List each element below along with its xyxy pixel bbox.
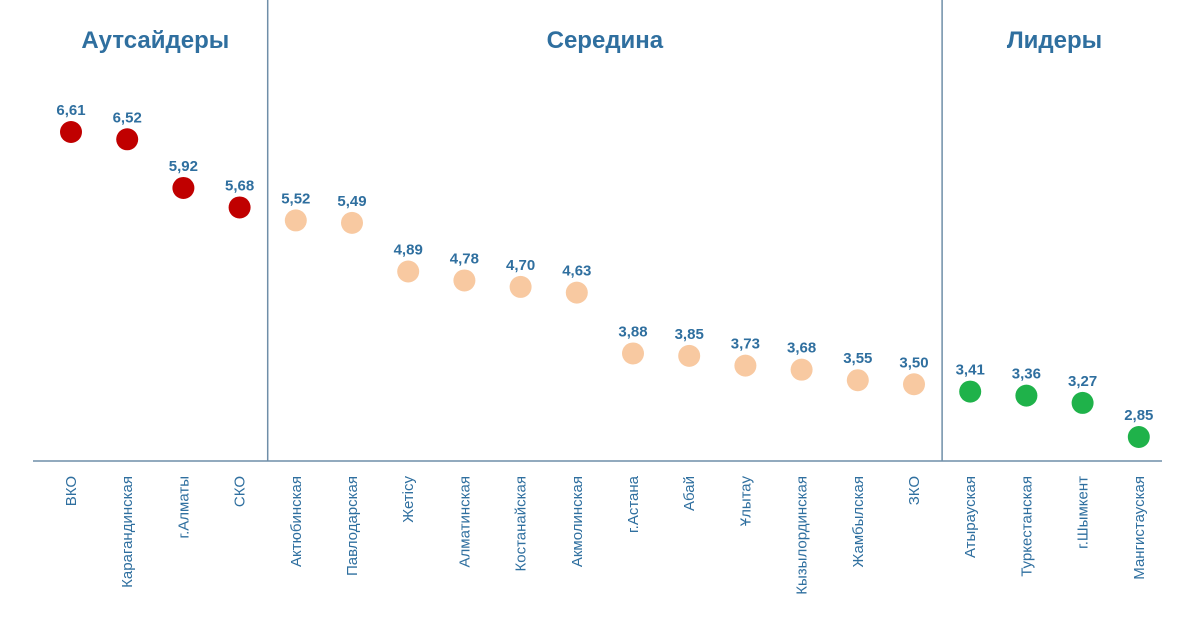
data-point bbox=[284, 209, 307, 232]
group-dividers bbox=[266, 0, 943, 461]
data-point bbox=[116, 128, 139, 151]
category-label: г.Шымкент bbox=[1075, 476, 1092, 549]
value-labels: 6,61 6,52 5,92 5,68 5,52 5,49 4,89 4,78 4,70 4,63… bbox=[56, 102, 1153, 424]
data-point bbox=[1071, 391, 1094, 414]
category-label: Жамбылская bbox=[850, 476, 867, 568]
category-label: Костанайская bbox=[513, 476, 530, 572]
category-label: Мангистауская bbox=[1131, 476, 1148, 580]
data-point bbox=[903, 373, 925, 396]
data-point bbox=[341, 211, 363, 234]
category-label: Жетісу bbox=[400, 476, 417, 523]
group-titles: Аутсайдеры Середина Лидеры bbox=[81, 27, 1102, 54]
value-label: 3,50 bbox=[899, 354, 928, 371]
data-point bbox=[678, 344, 701, 367]
category-label: Павлодарская bbox=[344, 476, 361, 576]
category-label: Алматинская bbox=[456, 476, 473, 567]
data-point bbox=[397, 260, 420, 283]
data-point bbox=[790, 358, 813, 381]
category-label: Акмолинская bbox=[569, 476, 586, 567]
value-label: 6,52 bbox=[113, 109, 142, 126]
group-title-1: Середина bbox=[547, 27, 664, 54]
value-label: 3,41 bbox=[956, 362, 985, 379]
category-label: ЗКО bbox=[906, 476, 923, 505]
value-label: 3,73 bbox=[731, 336, 760, 353]
category-label: Кызылординская bbox=[794, 476, 811, 595]
category-label: Карагандинская bbox=[119, 476, 136, 588]
category-label: Атырауская bbox=[962, 476, 979, 558]
data-point bbox=[1015, 384, 1038, 407]
data-points bbox=[60, 121, 1150, 448]
value-label: 3,36 bbox=[1012, 366, 1041, 383]
category-label: Актюбинская bbox=[288, 476, 305, 567]
value-label: 4,70 bbox=[506, 257, 535, 274]
data-point bbox=[565, 281, 588, 304]
value-label: 3,27 bbox=[1068, 373, 1097, 390]
data-point bbox=[846, 369, 869, 392]
value-label: 6,61 bbox=[56, 102, 85, 119]
value-label: 4,89 bbox=[394, 242, 423, 259]
value-label: 5,68 bbox=[225, 177, 254, 194]
value-label: 3,88 bbox=[618, 323, 647, 340]
group-title-0: Аутсайдеры bbox=[81, 27, 229, 54]
group-title-2: Лидеры bbox=[1007, 27, 1102, 54]
data-point bbox=[622, 342, 644, 365]
category-label: Туркестанская bbox=[1018, 476, 1035, 577]
category-labels: ВКО Карагандинская г.Алматы СКО Актюбинская П… bbox=[63, 475, 1148, 594]
category-label: ВКО bbox=[63, 476, 80, 506]
value-label: 5,92 bbox=[169, 158, 198, 175]
value-label: 4,78 bbox=[450, 250, 479, 267]
category-label: г.Алматы bbox=[175, 476, 192, 539]
value-label: 3,55 bbox=[843, 350, 872, 367]
category-label: г.Астана bbox=[625, 475, 642, 533]
data-point bbox=[172, 176, 195, 199]
data-point bbox=[509, 275, 532, 298]
value-label: 5,52 bbox=[281, 190, 310, 207]
value-label: 5,49 bbox=[337, 193, 366, 210]
value-label: 3,68 bbox=[787, 340, 816, 357]
value-label: 2,85 bbox=[1124, 407, 1153, 424]
data-point bbox=[959, 380, 982, 403]
category-label: Ұлытау bbox=[737, 476, 754, 527]
category-label: СКО bbox=[232, 476, 249, 507]
data-point bbox=[453, 269, 476, 292]
data-point bbox=[60, 121, 82, 143]
data-point bbox=[228, 196, 251, 219]
category-label: Абай bbox=[681, 476, 698, 511]
value-label: 4,63 bbox=[562, 263, 591, 280]
value-label: 3,85 bbox=[675, 326, 704, 343]
data-point bbox=[734, 354, 757, 377]
data-point bbox=[1127, 426, 1150, 448]
